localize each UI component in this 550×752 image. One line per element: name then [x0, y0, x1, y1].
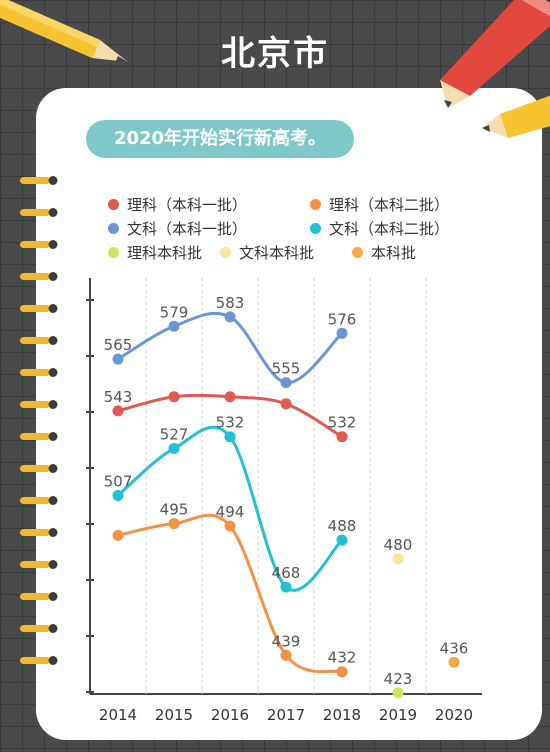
legend-marker [108, 222, 119, 234]
x-tick-label: 2015 [155, 706, 193, 724]
spiral-ring [20, 522, 58, 537]
data-point [168, 391, 180, 403]
spiral-ring [20, 490, 58, 505]
x-tick-label: 2018 [323, 706, 361, 724]
legend-item: 文科（本科一批） [108, 216, 310, 240]
legend-label: 理科（本科一批） [127, 195, 248, 214]
data-point [392, 687, 404, 699]
data-point [336, 327, 348, 339]
data-label: 439 [272, 632, 301, 650]
data-point [448, 656, 460, 668]
legend-marker [352, 246, 363, 258]
data-label: 495 [160, 501, 189, 519]
data-point [280, 581, 292, 593]
chart-legend: 理科（本科一批） 理科（本科二批） 文科（本科一批） 文科（本科二批） 理科本科… [108, 192, 488, 264]
data-point [280, 398, 292, 410]
spiral-ring [20, 426, 58, 441]
legend-item: 文科本科批 [220, 240, 352, 264]
page-title: 北京市 [221, 34, 329, 74]
pencil-top-right-icon [440, 0, 550, 108]
legend-label: 文科（本科一批） [127, 219, 248, 238]
spiral-ring [20, 458, 58, 473]
data-label: 543 [104, 388, 133, 406]
data-point [112, 405, 124, 417]
legend-label: 文科（本科二批） [329, 219, 450, 238]
data-label: 432 [328, 649, 357, 667]
spiral-ring [20, 554, 58, 569]
data-label: 494 [216, 503, 245, 521]
legend-label: 理科本科批 [127, 243, 203, 262]
data-point [224, 431, 236, 443]
legend-marker [310, 198, 321, 210]
series-line [117, 513, 343, 674]
data-label: 532 [328, 414, 357, 432]
legend-row: 理科本科批 文科本科批 本科批 [108, 240, 488, 264]
legend-label: 理科（本科二批） [329, 195, 450, 214]
data-point [336, 431, 348, 443]
data-label: 583 [216, 294, 245, 312]
data-label: 576 [328, 310, 357, 328]
data-point [224, 520, 236, 532]
spiral-ring [20, 650, 58, 665]
x-tick-label: 2019 [379, 706, 417, 724]
data-label: 555 [272, 360, 301, 378]
legend-label: 本科批 [371, 243, 417, 262]
legend-row: 文科（本科一批） 文科（本科二批） [108, 216, 488, 240]
pencil-right-icon [482, 95, 550, 138]
legend-marker [108, 198, 119, 210]
data-point [168, 442, 180, 454]
legend-item: 文科（本科二批） [310, 216, 488, 240]
data-point [168, 320, 180, 332]
data-label: 507 [104, 472, 133, 490]
spiral-ring [20, 298, 58, 313]
data-label: 423 [384, 670, 413, 688]
legend-item: 本科批 [352, 240, 452, 264]
data-label: 527 [160, 425, 189, 443]
series-line [117, 311, 344, 385]
x-tick-label: 2014 [99, 706, 137, 724]
spiral-ring [20, 234, 58, 249]
data-label: 488 [328, 517, 357, 535]
data-point [336, 666, 348, 678]
series-line [117, 425, 344, 592]
data-point [224, 391, 236, 403]
legend-label: 文科本科批 [239, 243, 315, 262]
data-point [112, 489, 124, 501]
spiral-ring [20, 330, 58, 345]
x-tick-label: 2020 [435, 706, 473, 724]
data-label: 579 [160, 303, 189, 321]
legend-marker [108, 246, 119, 258]
spiral-ring [20, 618, 58, 633]
data-label: 436 [440, 639, 469, 657]
legend-item: 理科（本科一批） [108, 192, 310, 216]
data-point [392, 553, 404, 565]
data-point [224, 311, 236, 323]
spiral-ring [20, 202, 58, 217]
data-point [168, 518, 180, 530]
x-tick-label: 2016 [211, 706, 249, 724]
spiral-ring [20, 170, 58, 185]
data-point [112, 353, 124, 365]
spiral-ring [20, 266, 58, 281]
spiral-ring [20, 362, 58, 377]
pencil-top-left-icon [0, 0, 128, 62]
data-label: 468 [272, 564, 301, 582]
legend-marker [220, 246, 231, 258]
legend-row: 理科（本科一批） 理科（本科二批） [108, 192, 488, 216]
legend-marker [310, 222, 321, 234]
legend-item: 理科本科批 [108, 240, 220, 264]
data-point [280, 377, 292, 389]
spiral-ring [20, 586, 58, 601]
x-tick-label: 2017 [267, 706, 305, 724]
data-label: 532 [216, 414, 245, 432]
data-point [336, 534, 348, 546]
data-label: 565 [104, 336, 133, 354]
data-label: 480 [384, 536, 413, 554]
data-point [112, 529, 124, 541]
legend-item: 理科（本科二批） [310, 192, 488, 216]
note-banner: 2020年开始实行新高考。 [86, 120, 354, 158]
data-point [280, 649, 292, 661]
spiral-ring [20, 394, 58, 409]
